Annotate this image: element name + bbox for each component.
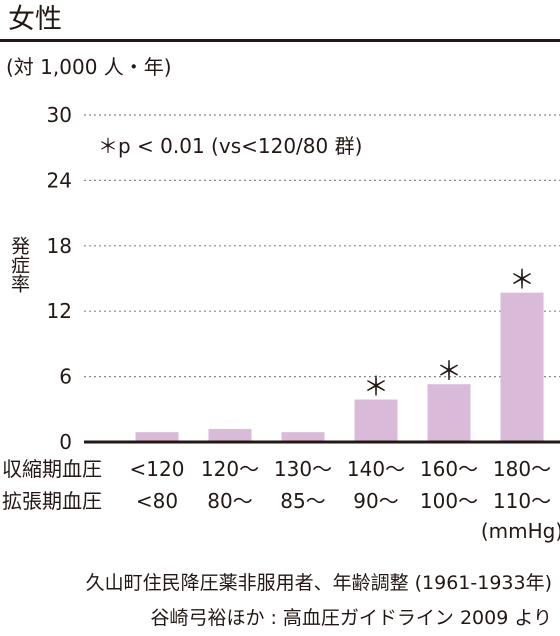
x-tick-label-diastolic: 100～ xyxy=(420,489,478,513)
x-tick-label-diastolic: <80 xyxy=(136,489,178,513)
x-tick-label-diastolic: 110～ xyxy=(493,489,551,513)
y-tick-label: 18 xyxy=(47,234,72,258)
x-tick-label-diastolic: 85～ xyxy=(280,489,325,513)
systolic-row-label: 収縮期血圧 xyxy=(2,457,102,481)
significance-marker: ＊ xyxy=(363,372,389,402)
x-tick-label-diastolic: 90～ xyxy=(353,489,398,513)
diastolic-row-label: 拡張期血圧 xyxy=(2,489,102,513)
bar xyxy=(500,292,544,442)
y-tick-label: 12 xyxy=(47,299,72,323)
x-tick-label-systolic: 140～ xyxy=(347,457,405,481)
bar xyxy=(281,432,325,442)
title-underline xyxy=(0,39,560,42)
x-tick-label-systolic: 130～ xyxy=(274,457,332,481)
x-unit-label: (mmHg) xyxy=(481,519,560,543)
y-tick-label: 30 xyxy=(47,103,72,127)
bar xyxy=(354,399,398,442)
x-tick-label-systolic: <120 xyxy=(130,457,185,481)
x-tick-label-systolic: 120～ xyxy=(201,457,259,481)
significance-marker: ＊ xyxy=(436,357,462,387)
x-tick-label-systolic: 180～ xyxy=(493,457,551,481)
y-axis-label: 発症率 xyxy=(8,236,30,293)
significance-note: ＊p < 0.01 (vs<120/80 群) xyxy=(98,134,363,158)
x-tick-label-systolic: 160～ xyxy=(420,457,478,481)
citation-note: 谷崎弓裕ほか : 高血圧ガイドライン 2009 より xyxy=(150,607,552,629)
unit-label: (対 1,000 人・年) xyxy=(6,55,172,79)
significance-marker: ＊ xyxy=(509,266,535,296)
bar xyxy=(427,384,471,442)
chart-title: 女性 xyxy=(8,4,62,35)
x-tick-label-diastolic: 80～ xyxy=(207,489,252,513)
bar xyxy=(208,428,252,442)
y-tick-label: 0 xyxy=(59,430,72,454)
bar xyxy=(135,432,179,442)
y-tick-label: 24 xyxy=(47,168,72,192)
source-note: 久山町住民降圧薬非服用者、年齢調整 (1961-1933年) xyxy=(85,572,552,594)
y-tick-label: 6 xyxy=(59,365,72,389)
